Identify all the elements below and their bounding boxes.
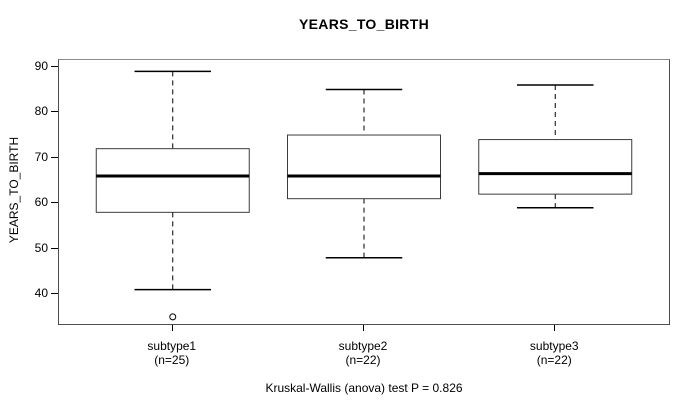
y-tick-label: 80 [34, 104, 48, 119]
x-category-name: subtype1 [147, 339, 197, 353]
y-tick-label: 70 [34, 149, 48, 164]
y-tick-label: 50 [34, 240, 48, 255]
x-tick-mark [363, 325, 364, 331]
plot-area [58, 59, 670, 325]
y-tick-label: 60 [34, 195, 48, 210]
x-category-label: subtype3 (n=22) [479, 339, 629, 367]
x-category-count: (n=25) [154, 353, 190, 367]
stat-test-caption: Kruskal-Wallis (anova) test P = 0.826 [265, 381, 463, 395]
y-tick-mark [51, 247, 58, 249]
y-tick-label: 90 [34, 58, 48, 73]
x-tick-mark [554, 325, 556, 331]
iqr-box [478, 139, 633, 195]
x-category-label: subtype1 (n=25) [97, 339, 247, 367]
x-category-label: subtype2 (n=22) [288, 339, 438, 367]
iqr-box [287, 134, 441, 200]
x-category-name: subtype3 [529, 339, 579, 353]
outlier-point [169, 313, 177, 321]
y-tick-mark [51, 156, 58, 158]
iqr-box [95, 148, 250, 213]
x-category-count: (n=22) [345, 353, 381, 367]
x-category-name: subtype2 [338, 339, 388, 353]
y-tick-mark [51, 65, 58, 67]
y-tick-mark [51, 111, 58, 113]
y-tick-mark [51, 293, 58, 295]
y-tick-label: 40 [34, 286, 48, 301]
chart-title: YEARS_TO_BIRTH [299, 16, 429, 32]
x-category-count: (n=22) [536, 353, 572, 367]
x-tick-mark [171, 325, 173, 331]
y-tick-mark [51, 202, 58, 204]
boxplot-canvas [95, 70, 633, 321]
